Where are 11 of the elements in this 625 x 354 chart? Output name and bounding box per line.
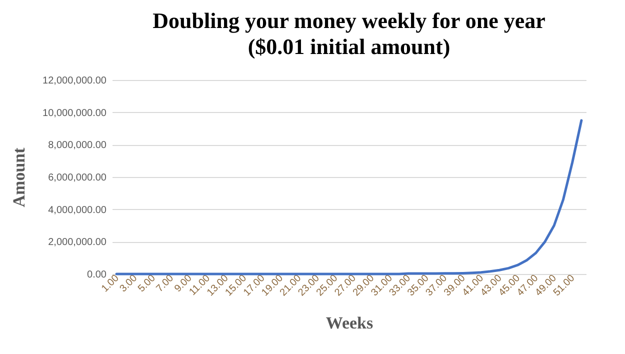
y-tick-label: 10,000,000.00 [42, 108, 107, 119]
y-tick-label: 4,000,000.00 [48, 204, 107, 216]
y-tick-label: 2,000,000.00 [48, 237, 107, 248]
y-tick-label: 6,000,000.00 [48, 172, 107, 184]
x-axis-title: Weeks [326, 314, 374, 333]
line-series [115, 119, 583, 276]
y-axis-title: Amount [10, 147, 29, 208]
chart-title: Doubling your money weekly for one year ($0.01 initial amount) [152, 8, 546, 59]
y-tick-label: 12,000,000.00 [42, 76, 107, 86]
y-tick-label: 8,000,000.00 [48, 140, 107, 152]
x-tick-label: 5.00 [136, 272, 158, 295]
